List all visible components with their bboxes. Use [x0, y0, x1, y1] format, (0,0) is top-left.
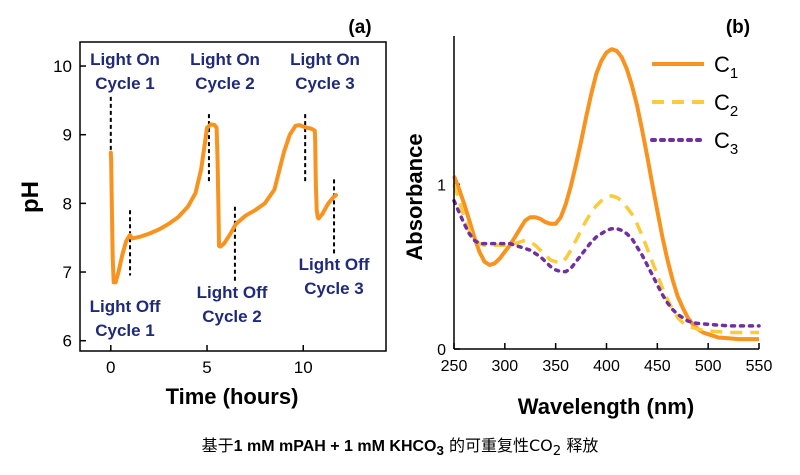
legend-label-main: C	[714, 52, 730, 77]
panel-b-x-tick-label: 350	[542, 358, 569, 375]
panel-a-annotation-text: Cycle 1	[95, 74, 155, 93]
panel-a-annotation-text: Light On	[190, 50, 260, 69]
panel-a-annotation-text: Cycle 1	[95, 321, 155, 340]
caption-compounds-text: 1 mM mPAH + 1 mM KHCO	[233, 438, 437, 455]
panel-a-y-tick-label: 7	[63, 263, 72, 282]
panel-a-annotation-text: Cycle 3	[304, 279, 364, 298]
panel-a-annotation-text: Cycle 3	[295, 74, 355, 93]
panel-a-x-tick-label: 10	[294, 358, 313, 377]
panel-a-frame	[79, 41, 387, 352]
panel-a-series	[108, 122, 338, 285]
panel-a-ph-chart: (a) Time (hours) pH 0 5 10 6 7 8 9 10 Light On C…	[17, 17, 387, 409]
panel-a-y-tick-label: 9	[63, 126, 72, 145]
panel-a-x-axis-title: Time (hours)	[166, 384, 299, 409]
panel-b-ticks: 250 300 350 400 450 500 550 0 1	[437, 177, 772, 375]
legend-label-subscript: 2	[730, 103, 738, 120]
panel-a-x-tick-label: 5	[202, 358, 211, 377]
caption-prefix: 基于	[201, 436, 234, 455]
panel-a-annotation-text: Light On	[90, 50, 160, 69]
panel-b-x-tick-label: 550	[746, 358, 773, 375]
caption-suffix: 释放	[561, 436, 599, 455]
panel-b-y-axis-title: Absorbance	[402, 133, 427, 260]
panel-a-annotation-text: Light Off	[299, 255, 370, 274]
panel-a-y-tick-label: 10	[53, 57, 72, 76]
panel-a-annotation-text: Light Off	[90, 297, 161, 316]
panel-b-x-axis-title: Wavelength (nm)	[518, 394, 694, 419]
panel-a-y-axis-title: pH	[17, 181, 44, 213]
panel-a-ticks: 0 5 10 6 7 8 9 10	[53, 57, 313, 377]
caption-compounds: 1 mM mPAH + 1 mM KHCO3	[233, 438, 444, 459]
panel-b-legend-label: C2	[714, 90, 738, 120]
panel-b-series	[452, 47, 761, 342]
panel-b-legend-label: C1	[714, 52, 738, 82]
panel-a-annotation-text: Cycle 2	[202, 307, 262, 326]
panel-b-legend-label: C3	[714, 128, 738, 158]
panel-a-annotation-text: Light Off	[197, 283, 268, 302]
panel-a-label: (a)	[348, 17, 371, 38]
caption-co2-subscript: 2	[552, 444, 562, 460]
legend-label-main: C	[714, 128, 730, 153]
legend-label-main: C	[714, 90, 730, 115]
panel-b-absorbance-chart: (b) Wavelength (nm) Absorbance 250 300 350…	[402, 17, 772, 419]
panel-a-annotations: Light On Cycle 1 Light On Cycle 2 Light On Cy…	[90, 50, 370, 340]
panel-a-x-tick-label: 0	[106, 358, 115, 377]
panel-a-y-tick-label: 6	[63, 332, 72, 351]
panel-b-x-tick-label: 400	[593, 358, 620, 375]
panel-b-x-tick-label: 250	[441, 358, 468, 375]
panel-b-y-tick-label: 1	[437, 177, 446, 194]
figure-caption: 基于1 mM mPAH + 1 mM KHCO3 的可重复性CO2 释放	[0, 432, 800, 459]
panel-b-x-tick-label: 450	[644, 358, 671, 375]
panel-b-y-tick-label: 0	[437, 342, 446, 359]
panel-b-x-tick-label: 500	[695, 358, 722, 375]
caption-middle: 的可重复性CO	[443, 436, 553, 455]
panel-b-series-line-c3	[452, 198, 761, 328]
panel-a-annotation-text: Light On	[290, 50, 360, 69]
panel-b-x-tick-label: 300	[491, 358, 518, 375]
legend-label-subscript: 1	[730, 65, 738, 82]
legend-label-subscript: 3	[730, 141, 738, 158]
caption-compounds-subscript: 3	[436, 443, 444, 459]
panel-a-annotation-text: Cycle 2	[195, 74, 255, 93]
panel-a-y-tick-label: 8	[63, 194, 72, 213]
panel-a-ph-series-line	[108, 122, 338, 285]
panel-b-label: (b)	[726, 17, 750, 38]
